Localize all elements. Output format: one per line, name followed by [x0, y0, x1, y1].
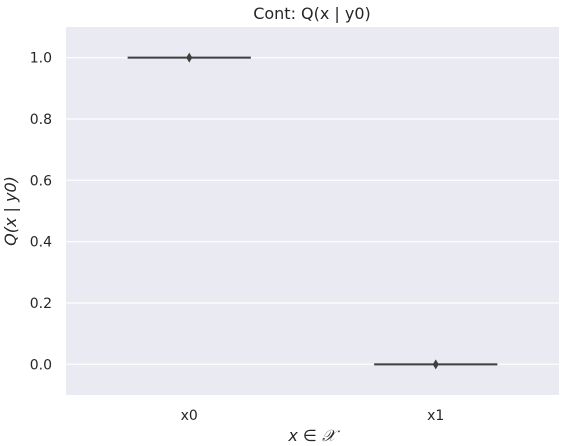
outlier-marker	[432, 359, 439, 370]
chart-title: Cont: Q(x | y0)	[253, 4, 371, 23]
y-tick-label: 0.0	[30, 357, 52, 373]
x-axis-label: x ∈ 𝒳	[287, 426, 341, 445]
outlier-marker	[186, 52, 193, 63]
y-tick-labels: 0.0 0.2 0.4 0.6 0.8 1.0	[30, 51, 52, 374]
y-tick-label: 1.0	[30, 51, 52, 67]
x-tick-label: x0	[181, 408, 198, 424]
y-tick-label: 0.4	[30, 235, 52, 251]
box-marks	[127, 52, 498, 370]
x-tick-label: x1	[427, 408, 444, 424]
plot-area	[66, 27, 559, 395]
y-tick-label: 0.8	[30, 112, 52, 128]
y-tick-label: 0.2	[30, 296, 52, 312]
y-axis-label: Q(x | y0)	[1, 176, 20, 246]
y-tick-label: 0.6	[30, 173, 52, 189]
x-tick-labels: x0 x1	[181, 408, 445, 424]
